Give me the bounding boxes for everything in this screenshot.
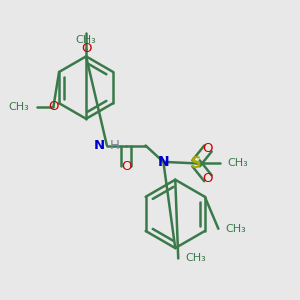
Text: CH₃: CH₃: [76, 35, 97, 45]
Text: N: N: [158, 155, 169, 169]
Text: O: O: [121, 160, 131, 173]
Text: O: O: [203, 142, 213, 155]
Text: CH₃: CH₃: [186, 254, 206, 263]
Text: H: H: [109, 139, 119, 152]
Text: N: N: [93, 139, 104, 152]
Text: CH₃: CH₃: [9, 102, 30, 112]
Text: O: O: [48, 100, 59, 113]
Text: CH₃: CH₃: [226, 224, 247, 234]
Text: S: S: [191, 156, 201, 171]
Text: O: O: [203, 172, 213, 185]
Text: CH₃: CH₃: [227, 158, 248, 168]
Text: O: O: [81, 42, 91, 56]
